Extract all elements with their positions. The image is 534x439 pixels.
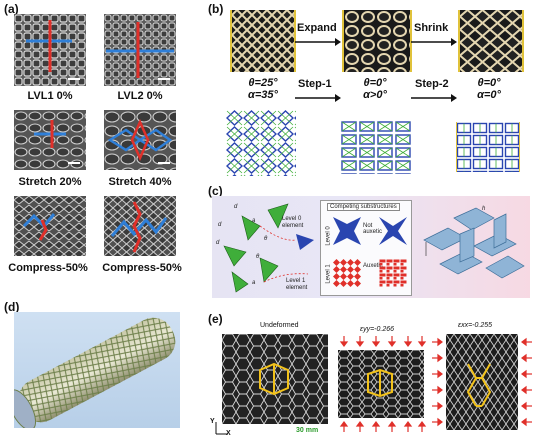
photo-shrunk-state <box>458 10 524 72</box>
compress-b-pattern <box>104 196 176 256</box>
title-undeformed: Undeformed <box>260 322 299 329</box>
photo-initial-state <box>230 10 296 72</box>
cylindrical-lattice-tube <box>7 317 176 431</box>
scale-bar <box>158 162 170 164</box>
stretch40-pattern <box>104 110 176 170</box>
not-auxetic-label: Not auxetic <box>363 223 383 235</box>
caption-lvl1: LVL1 0% <box>27 90 73 102</box>
symbol-d3: d <box>216 240 220 246</box>
state0-params: θ=25° α=35° <box>238 77 288 101</box>
competing-box: Competing substructures Level 0 Level 1 … <box>320 200 412 296</box>
state1-params: θ=0° α>0° <box>350 77 400 101</box>
photo-lvl1 <box>14 14 86 86</box>
state0-theta: θ=25° <box>248 77 278 89</box>
shrink-arrow-icon <box>411 38 457 46</box>
photo-compress-50-a <box>14 196 86 256</box>
state0-alpha: α=35° <box>248 89 278 101</box>
compressed-xx-lattice <box>446 334 518 430</box>
expanded-lattice <box>344 10 410 72</box>
photo-compressed-yy <box>338 350 424 418</box>
caption-lvl2: LVL2 0% <box>117 90 163 102</box>
panel-a-label: (a) <box>4 2 19 16</box>
lattice-model-initial <box>226 110 296 176</box>
symbol-theta1: θ <box>264 236 268 242</box>
title-strain-yy: εyy=-0.266 <box>360 326 395 333</box>
initial-lattice <box>232 10 294 72</box>
stretch20-pattern <box>14 110 86 170</box>
photo-expanded-state <box>342 10 412 72</box>
symbol-a2: a <box>252 280 256 286</box>
scale-bar-label: 30 mm <box>296 427 319 434</box>
undeformed-lattice <box>222 334 328 424</box>
photo-lvl2 <box>104 14 176 86</box>
axis-y-label: Y <box>210 418 215 425</box>
lattice-model-expanded <box>340 120 412 174</box>
lattice-model-shrunk <box>456 122 520 172</box>
title-strain-xx: εxx=-0.255 <box>458 322 493 329</box>
level1-element-label: Level 1 element <box>286 278 308 291</box>
scale-bar <box>68 162 80 164</box>
strain-yy-arrows <box>339 336 427 432</box>
step2-label: Step-2 <box>415 78 449 90</box>
compressed-yy-frame <box>334 334 428 434</box>
3d-hierarchical-structure <box>423 207 525 279</box>
level1-substructure-a <box>333 259 361 287</box>
axis-x-label: X <box>226 430 231 437</box>
expand-label: Expand <box>297 22 337 34</box>
level1-substructure-b <box>379 259 407 287</box>
symbol-d2: d <box>218 222 222 228</box>
tube-render <box>7 312 180 431</box>
level0-substructure-b <box>379 217 407 245</box>
photo-undeformed <box>222 334 328 424</box>
scale-bar <box>158 78 170 80</box>
strain-xx-arrows <box>432 337 532 427</box>
compressed-yy-lattice <box>338 350 424 418</box>
lvl1-pattern <box>14 14 86 86</box>
scale-bar <box>68 78 80 80</box>
state2-alpha: α=0° <box>477 89 501 101</box>
state2-theta: θ=0° <box>477 77 501 89</box>
panel-c-label: (c) <box>208 184 223 198</box>
symbol-a1: a <box>252 218 256 224</box>
lvl2-pattern <box>104 14 176 86</box>
symbol-theta2: θ <box>256 254 260 260</box>
state1-alpha: α>0° <box>363 89 387 101</box>
caption-stretch-20: Stretch 20% <box>18 176 82 188</box>
expand-arrow-icon <box>295 38 341 46</box>
element-geometry-diagram <box>223 203 314 293</box>
caption-stretch-40: Stretch 40% <box>108 176 172 188</box>
shrunk-lattice <box>460 10 522 72</box>
symbol-d1: d <box>234 204 238 210</box>
photo-stretch-40 <box>104 110 176 170</box>
panel-c-background: d d d θ θ a a Level 0 element Level 1 el… <box>212 196 530 298</box>
panel-b-label: (b) <box>208 2 224 16</box>
compressed-xx-frame <box>432 330 532 434</box>
symbol-h: h <box>482 206 486 212</box>
step2-arrow-icon <box>411 94 457 102</box>
state2-params: θ=0° α=0° <box>464 77 514 101</box>
level1-side-label: Level 1 <box>325 264 332 284</box>
photo-compressed-xx <box>446 334 518 430</box>
shrink-label: Shrink <box>414 22 449 34</box>
caption-compress-50-a: Compress-50% <box>8 262 88 274</box>
level0-element-label: Level 0 element <box>282 216 304 229</box>
photo-compress-50-b <box>104 196 176 256</box>
photo-stretch-20 <box>14 110 86 170</box>
panel-e-label: (e) <box>208 312 223 326</box>
auxetic-label: Auxetic <box>363 263 383 269</box>
caption-compress-50-b: Compress-50% <box>102 262 182 274</box>
competing-title: Competing substructures <box>327 203 400 211</box>
step1-label: Step-1 <box>298 78 332 90</box>
level0-side-label: Level 0 <box>325 226 332 246</box>
axis-arrows-icon <box>215 422 228 435</box>
step1-arrow-icon <box>295 94 341 102</box>
level0-substructure-a <box>333 217 361 245</box>
panel-d-label: (d) <box>4 300 20 314</box>
compress-a-pattern <box>14 196 86 256</box>
state1-theta: θ=0° <box>363 77 387 89</box>
